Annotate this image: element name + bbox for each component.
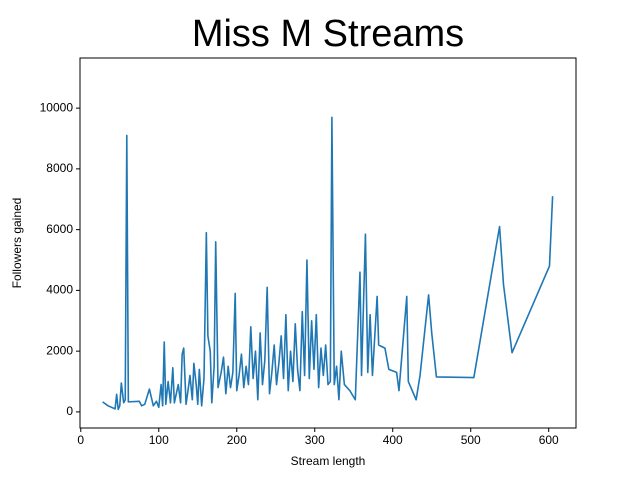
plot-frame xyxy=(79,57,577,429)
chart-title: Miss M Streams xyxy=(192,13,464,55)
x-tick-label: 300 xyxy=(305,433,325,447)
x-axis-label: Stream length xyxy=(291,454,366,468)
y-tick-label: 4000 xyxy=(46,283,73,297)
x-tick-label: 100 xyxy=(149,433,169,447)
x-tick-label: 0 xyxy=(77,433,84,447)
x-tick-label: 500 xyxy=(461,433,481,447)
y-axis-label: Followers gained xyxy=(10,198,24,289)
y-tick-label: 2000 xyxy=(46,343,73,357)
x-tick-label: 400 xyxy=(383,433,403,447)
y-tick-label: 8000 xyxy=(46,161,73,175)
y-tick-label: 10000 xyxy=(40,100,74,114)
x-tick-label: 600 xyxy=(539,433,559,447)
data-line xyxy=(102,116,554,411)
y-tick-label: 6000 xyxy=(46,222,73,236)
x-tick-label: 200 xyxy=(227,433,247,447)
y-tick-label: 0 xyxy=(66,404,73,418)
